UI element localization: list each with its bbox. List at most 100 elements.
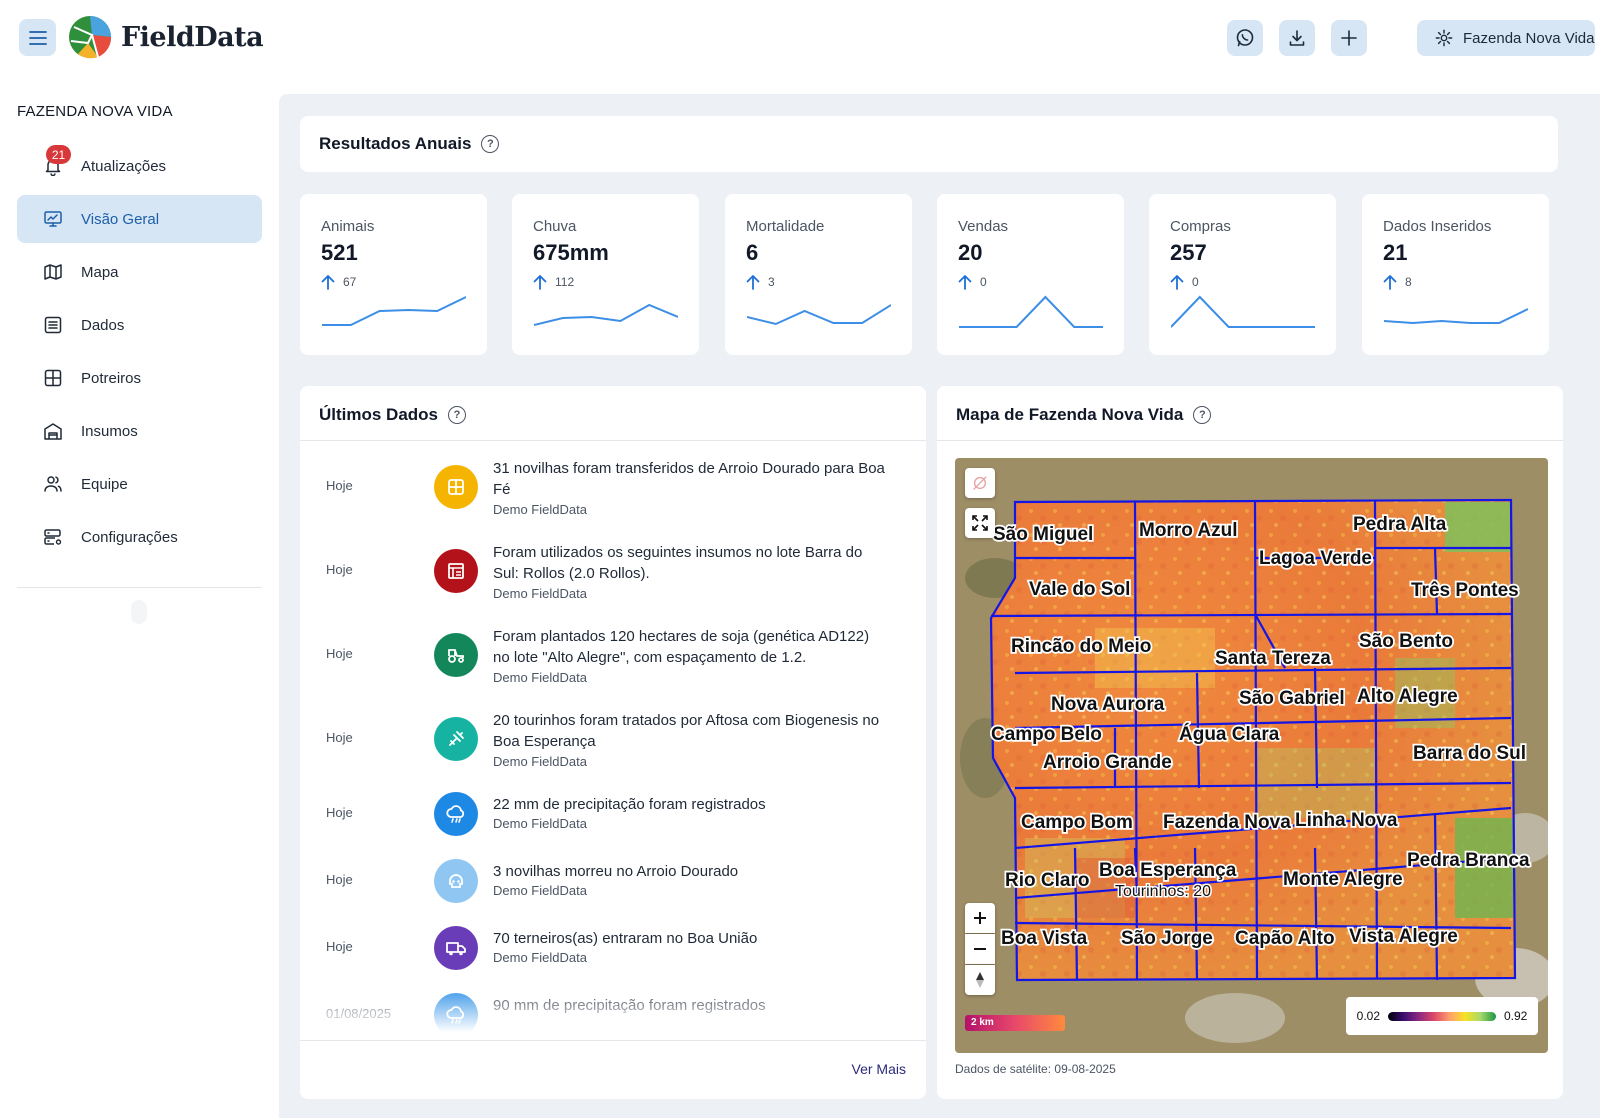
zoom-in-button[interactable]	[965, 903, 995, 933]
paddock-label[interactable]: São Bento	[1357, 629, 1454, 654]
help-icon[interactable]: ?	[448, 406, 467, 424]
arrow-up-icon	[533, 275, 547, 290]
paddock-label[interactable]: Alto Alegre	[1355, 684, 1459, 709]
sparkline-path	[322, 296, 466, 326]
sparkline	[534, 303, 678, 326]
brand-name: FieldData	[121, 22, 264, 53]
paddock-label[interactable]: Linha Nova	[1293, 808, 1399, 833]
feed-item[interactable]: Hoje Foram plantados 120 hectares de soj…	[300, 626, 926, 696]
feed-item[interactable]: Hoje 22 mm de precipitação foram registr…	[300, 792, 926, 864]
server-gear-icon	[44, 529, 62, 545]
stat-card[interactable]: Animais 521 67	[300, 194, 487, 355]
sidebar-item-equipe[interactable]: Equipe	[17, 460, 262, 508]
download-button[interactable]	[1279, 20, 1315, 56]
satellite-map[interactable]: São Miguel Morro Azul Pedra Alta Lagoa Verd…	[955, 458, 1548, 1053]
feed-author: Demo FieldData	[493, 883, 587, 898]
paddock-label[interactable]: São Gabriel	[1237, 686, 1346, 711]
annual-results-title: Resultados Anuais	[319, 134, 472, 153]
sidebar-item-atualizacoes[interactable]: 21 Atualizações	[17, 142, 262, 190]
paddock-label[interactable]: Campo Bom	[1019, 810, 1134, 835]
stat-card[interactable]: Compras 257 0	[1149, 194, 1336, 355]
feed-item[interactable]: Hoje Foram utilizados os seguintes insum…	[300, 542, 926, 612]
sidebar-item-insumos[interactable]: Insumos	[17, 407, 262, 455]
help-icon[interactable]: ?	[1193, 406, 1212, 424]
paddock-label[interactable]: Nova Aurora	[1049, 692, 1166, 717]
ndvi-map-canvas[interactable]: São Miguel Morro Azul Pedra Alta Lagoa Verd…	[955, 458, 1548, 1053]
zoom-out-button[interactable]	[965, 934, 995, 964]
paddock-label[interactable]: São Jorge	[1119, 926, 1214, 951]
feed-item[interactable]: Hoje 70 terneiros(as) entraram no Boa Un…	[300, 926, 926, 998]
sparkline	[747, 304, 891, 326]
sparkline	[959, 295, 1103, 328]
feed-text: 3 novilhas morreu no Arroio Dourado	[493, 863, 739, 880]
paddock-label[interactable]: Pedra Branca	[1405, 848, 1531, 873]
stat-delta-value: 0	[1192, 275, 1199, 289]
paddock-label[interactable]: Rio Claro	[1003, 868, 1091, 893]
see-more-link[interactable]: Ver Mais	[851, 1061, 906, 1077]
feed-item[interactable]: Hoje 3 novilhas morreu no Arroio Dourado…	[300, 859, 926, 931]
expand-icon	[972, 515, 988, 531]
paddock-label[interactable]: Barra do Sul	[1411, 741, 1527, 766]
paddock-label[interactable]: Monte Alegre	[1281, 867, 1404, 892]
menu-button[interactable]	[19, 19, 56, 56]
sidebar-farm-title: FAZENDA NOVA VIDA	[17, 103, 173, 120]
feed-fade	[300, 992, 926, 1042]
paddock-label[interactable]: Três Pontes	[1409, 578, 1520, 603]
paddock-label[interactable]: Lagoa Verde	[1257, 546, 1374, 571]
stat-delta: 112	[533, 274, 574, 290]
feed-text: Foram utilizados os seguintes insumos no…	[493, 544, 863, 582]
paddock-label[interactable]: Pedra Alta	[1351, 512, 1448, 537]
stat-card[interactable]: Mortalidade 6 3	[725, 194, 912, 355]
help-icon[interactable]: ?	[481, 135, 500, 153]
sparkline-path	[1171, 295, 1315, 328]
paddock-label[interactable]: Rincão do Meio	[1009, 634, 1153, 659]
paddock-label[interactable]: Morro Azul	[1137, 518, 1239, 543]
paddock-label[interactable]: Vista Alegre	[1347, 924, 1459, 949]
sidebar-item-visao-geral[interactable]: Visão Geral	[17, 195, 262, 243]
sidebar-item-potreiros[interactable]: Potreiros	[17, 354, 262, 402]
feed-item[interactable]: Hoje 31 novilhas foram transferidos de A…	[300, 458, 926, 528]
farm-settings-button[interactable]: Fazenda Nova Vida	[1417, 20, 1595, 56]
feed-item[interactable]: Hoje 20 tourinhos foram tratados por Aft…	[300, 710, 926, 780]
sparkline	[1171, 295, 1315, 328]
sidebar-item-configuracoes[interactable]: Configurações	[17, 513, 262, 561]
stat-label: Mortalidade	[746, 218, 825, 235]
paddock-label[interactable]: Boa Esperança	[1097, 858, 1238, 883]
stat-card[interactable]: Vendas 20 0	[937, 194, 1124, 355]
paddock-label[interactable]: Arroio Grande	[1041, 750, 1173, 775]
whatsapp-button[interactable]	[1227, 20, 1263, 56]
paddock-label[interactable]: Boa Vista	[999, 926, 1089, 951]
paddock-label[interactable]: Água Clara	[1177, 721, 1281, 747]
hide-layer-button[interactable]	[965, 468, 995, 498]
stat-delta-value: 112	[555, 275, 575, 289]
paddock-label[interactable]: Capão Alto	[1233, 926, 1336, 951]
feed-author: Demo FieldData	[493, 670, 587, 685]
stat-value: 257	[1170, 240, 1207, 265]
card-divider	[937, 440, 1563, 441]
add-button[interactable]	[1331, 20, 1367, 56]
farm-map-title: Mapa de Fazenda Nova Vida	[956, 405, 1184, 424]
sidebar-item-mapa[interactable]: Mapa	[17, 248, 262, 296]
users-icon	[44, 476, 62, 492]
sidebar-item-label: Mapa	[81, 263, 119, 281]
feed-author: Demo FieldData	[493, 502, 587, 517]
stat-label: Chuva	[533, 218, 577, 235]
feed-date: Hoje	[326, 562, 353, 577]
paddock-label[interactable]: Campo Belo	[989, 722, 1103, 747]
ndvi-legend: 0.02 0.92	[1346, 997, 1538, 1035]
stat-card[interactable]: Chuva 675mm 112	[512, 194, 699, 355]
feed-text: 20 tourinhos foram tratados por Aftosa c…	[493, 712, 880, 750]
sidebar-item-label: Atualizações	[81, 157, 167, 175]
sidebar-scroll-handle[interactable]	[131, 600, 147, 624]
stat-card[interactable]: Dados Inseridos 21 8	[1362, 194, 1549, 355]
paddock-label[interactable]: São Miguel	[991, 522, 1095, 547]
sidebar-item-dados[interactable]: Dados	[17, 301, 262, 349]
paddock-label[interactable]: Fazenda Nova	[1161, 810, 1293, 835]
feed-author: Demo FieldData	[493, 586, 587, 601]
paddock-label[interactable]: Vale do Sol	[1027, 577, 1132, 602]
compass-button[interactable]	[965, 965, 995, 995]
feed-date: Hoje	[326, 478, 353, 493]
fullscreen-button[interactable]	[965, 508, 995, 538]
stat-delta-value: 67	[343, 275, 357, 289]
paddock-label[interactable]: Santa Tereza	[1213, 646, 1333, 671]
